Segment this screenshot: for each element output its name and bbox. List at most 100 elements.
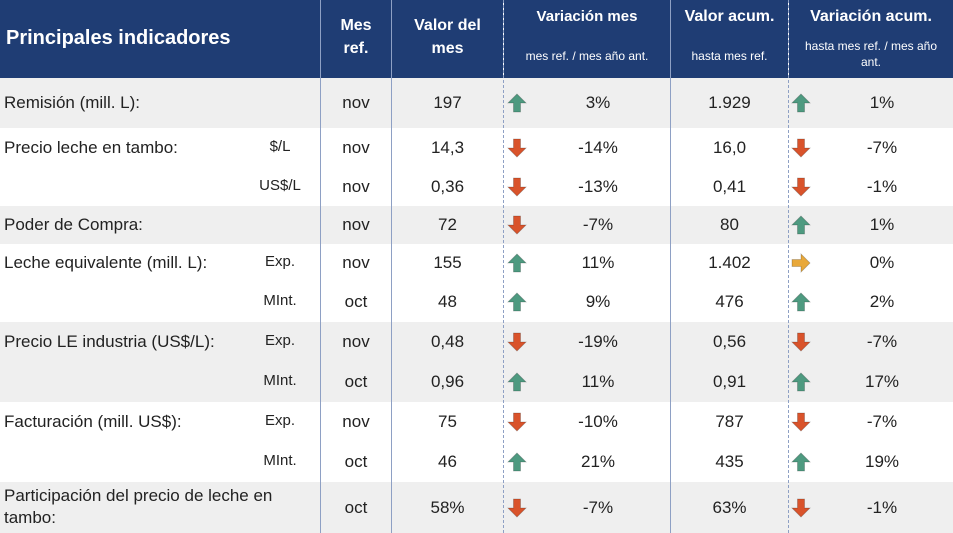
- table-row: Facturación (mill. US$): Exp. nov 75 -10% 787…: [0, 402, 953, 442]
- arrow-down-icon: [791, 412, 811, 432]
- variacion-acum-value: -7%: [866, 138, 898, 157]
- table-row: MInt. oct 46 21% 435 19%: [0, 442, 953, 482]
- arrow-down-icon: [507, 138, 527, 158]
- mes-ref-value: oct: [344, 292, 368, 311]
- variacion-mes-value: 3%: [585, 93, 611, 112]
- arrow-down-icon: [507, 332, 527, 352]
- variacion-acum-value: 19%: [864, 452, 900, 471]
- arrow-down-icon: [507, 412, 527, 432]
- arrow-down-icon: [507, 177, 527, 197]
- variacion-mes-value: -13%: [578, 177, 618, 196]
- variacion-acum-value: 1%: [869, 215, 895, 234]
- variacion-acum-value: 1%: [869, 93, 895, 112]
- valor-mes-value: 14,3: [430, 138, 465, 157]
- table-row: MInt. oct 48 9% 476 2%: [0, 282, 953, 322]
- row-label: Leche equivalente (mill. L):: [4, 253, 208, 272]
- valor-acum-value: 0,56: [712, 332, 747, 351]
- valor-mes-value: 0,96: [430, 372, 465, 391]
- row-label: Precio leche en tambo:: [4, 138, 178, 157]
- arrow-up-icon: [791, 93, 811, 113]
- variacion-acum-value: -7%: [866, 332, 898, 351]
- mes-ref-value: nov: [342, 332, 370, 351]
- divider: [788, 0, 789, 533]
- valor-mes-value: 46: [438, 452, 457, 471]
- arrow-up-icon: [507, 292, 527, 312]
- header-title-cell: Principales indicadores: [0, 0, 320, 78]
- mes-ref-value: nov: [342, 93, 370, 112]
- variacion-mes-sublabel: mes ref. / mes año ant.: [525, 49, 649, 63]
- variacion-mes-value: 11%: [581, 372, 615, 391]
- variacion-acum-label: Variación acum.: [810, 8, 932, 25]
- arrow-down-icon: [791, 498, 811, 518]
- valor-acum-value: 0,41: [712, 177, 747, 196]
- divider: [503, 0, 504, 533]
- variacion-mes-value: -14%: [578, 138, 618, 157]
- table-row: Participación del precio de leche en tam…: [0, 482, 953, 533]
- arrow-down-icon: [507, 215, 527, 235]
- variacion-acum-value: -1%: [866, 498, 898, 517]
- arrow-down-icon: [791, 138, 811, 158]
- variacion-acum-value: -7%: [866, 412, 898, 431]
- valor-mes-value: 197: [433, 93, 462, 112]
- mes-ref-label: Mes ref.: [340, 17, 372, 57]
- valor-acum-value: 63%: [712, 498, 747, 517]
- mes-ref-value: nov: [342, 412, 370, 431]
- valor-acum-label: Valor acum.: [684, 8, 775, 25]
- valor-mes-value: 58%: [430, 498, 465, 517]
- row-label: Poder de Compra:: [4, 215, 143, 234]
- mes-ref-value: oct: [344, 372, 368, 391]
- valor-acum-value: 435: [715, 452, 744, 471]
- arrow-up-icon: [507, 253, 527, 273]
- arrow-up-icon: [507, 452, 527, 472]
- divider: [670, 0, 671, 533]
- valor-acum-value: 80: [720, 215, 739, 234]
- row-unit: MInt.: [263, 372, 297, 389]
- row-unit: Exp.: [264, 332, 295, 349]
- valor-acum-value: 0,91: [712, 372, 747, 391]
- variacion-mes-value: -19%: [578, 332, 618, 351]
- arrow-up-icon: [791, 215, 811, 235]
- variacion-mes-value: -10%: [578, 412, 618, 431]
- arrow-up-icon: [507, 372, 527, 392]
- table-row: MInt. oct 0,96 11% 0,91 17%: [0, 362, 953, 402]
- header-valor-mes: Valor del mes: [392, 0, 503, 78]
- arrow-up-icon: [791, 292, 811, 312]
- arrow-up-icon: [507, 93, 527, 113]
- mes-ref-value: nov: [342, 177, 370, 196]
- valor-mes-label: Valor del mes: [414, 17, 481, 57]
- row-unit: MInt.: [263, 452, 297, 469]
- variacion-mes-value: -7%: [582, 498, 614, 517]
- table-title: Principales indicadores: [6, 27, 231, 49]
- variacion-acum-value: -1%: [866, 177, 898, 196]
- table-row: Precio leche en tambo: $/L nov 14,3 -14% 16,0…: [0, 128, 953, 168]
- variacion-acum-value: 17%: [864, 372, 900, 391]
- header-valor-acum: Valor acum. hasta mes ref.: [671, 0, 788, 78]
- valor-mes-value: 0,36: [430, 177, 465, 196]
- variacion-mes-label: Variación mes: [536, 8, 638, 25]
- variacion-mes-value: 21%: [580, 452, 616, 471]
- variacion-mes-value: 9%: [585, 292, 611, 311]
- row-unit: MInt.: [263, 292, 297, 309]
- arrow-down-icon: [791, 177, 811, 197]
- table-row: Precio LE industria (US$/L): Exp. nov 0,48 -…: [0, 322, 953, 362]
- divider: [320, 0, 321, 533]
- valor-acum-sublabel: hasta mes ref.: [691, 49, 768, 63]
- valor-acum-value: 1.929: [708, 93, 751, 112]
- arrow-down-icon: [507, 498, 527, 518]
- row-unit: US$/L: [259, 177, 301, 194]
- variacion-mes-value: -7%: [582, 215, 614, 234]
- row-label: Participación del precio de leche en tam…: [4, 486, 273, 527]
- variacion-acum-sublabel: hasta mes ref. / mes año ant.: [804, 39, 938, 69]
- row-label: Facturación (mill. US$):: [4, 412, 182, 431]
- table-row: Leche equivalente (mill. L): Exp. nov 155 11…: [0, 244, 953, 282]
- mes-ref-value: oct: [344, 498, 368, 517]
- table-row: US$/L nov 0,36 -13% 0,41 -1%: [0, 168, 953, 206]
- arrow-up-icon: [791, 452, 811, 472]
- valor-mes-value: 48: [438, 292, 457, 311]
- mes-ref-value: nov: [342, 215, 370, 234]
- arrow-right-icon: [791, 253, 811, 273]
- valor-mes-value: 0,48: [430, 332, 465, 351]
- divider: [391, 0, 392, 533]
- row-unit: Exp.: [264, 412, 295, 429]
